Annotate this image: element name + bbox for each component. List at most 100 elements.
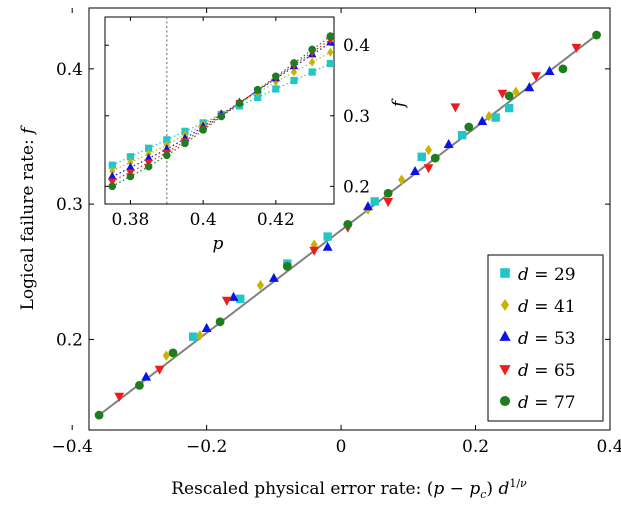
data-point <box>485 110 493 122</box>
data-point <box>135 380 144 390</box>
data-point <box>477 115 488 126</box>
inset-data-point <box>326 32 335 40</box>
data-point <box>571 43 582 53</box>
y-tick-label: 0.3 <box>56 195 83 215</box>
inset-data-point <box>144 162 153 171</box>
data-point <box>141 371 152 381</box>
data-point <box>430 153 440 163</box>
data-point <box>228 291 239 301</box>
data-point <box>221 296 232 306</box>
inset-data-point <box>309 57 316 67</box>
data-point <box>94 410 104 420</box>
data-point <box>504 103 514 113</box>
inset-data-point <box>126 172 135 181</box>
y-tick-label: 0.2 <box>56 330 83 350</box>
inset-data-point <box>144 153 153 162</box>
data-point <box>162 350 170 361</box>
data-point <box>424 144 433 156</box>
legend-label: d = 29 <box>518 265 576 285</box>
x-axis-label: Rescaled physical error rate: (p − pc) d… <box>171 477 527 501</box>
data-point <box>323 232 332 241</box>
x-tick-label: 0 <box>336 437 347 457</box>
inset-data-point <box>199 126 207 134</box>
inset-y-label: f <box>389 98 409 109</box>
data-point <box>282 261 292 271</box>
legend-marker <box>500 299 510 311</box>
legend-marker <box>499 330 511 341</box>
data-point <box>531 72 541 82</box>
inset-data-point <box>126 153 135 161</box>
legend-label: d = 41 <box>518 297 576 317</box>
inset-data-point <box>290 59 298 67</box>
legend-marker <box>499 395 511 407</box>
data-point <box>196 330 204 341</box>
data-point <box>524 82 535 92</box>
data-point <box>443 138 454 149</box>
data-point <box>457 130 467 140</box>
data-point <box>383 198 394 208</box>
data-point <box>370 197 379 206</box>
data-point <box>558 64 568 74</box>
legend-label: d = 65 <box>518 361 576 381</box>
inset-data-point <box>326 59 334 68</box>
inset-x-tick-label: 0.42 <box>257 210 295 230</box>
data-point <box>322 241 333 251</box>
inset-data-point <box>272 85 280 93</box>
data-point <box>398 174 406 186</box>
inset-data-point <box>235 99 244 107</box>
inset-data-point <box>217 112 226 121</box>
inset-data-point <box>253 85 262 94</box>
data-point <box>236 294 245 304</box>
inset-y-tick-label: 0.3 <box>343 107 370 127</box>
inset-data-point <box>163 151 171 160</box>
x-tick-label: −0.4 <box>52 437 93 457</box>
data-point <box>343 220 353 229</box>
data-point <box>309 246 320 256</box>
x-tick-label: −0.2 <box>186 437 227 457</box>
x-tick-label: 0.4 <box>596 437 621 457</box>
data-point <box>154 365 165 375</box>
inset-frame <box>104 16 335 205</box>
inset-data-point <box>290 76 298 85</box>
data-point <box>504 91 514 101</box>
data-point <box>189 332 198 341</box>
x-tick-label: 0.2 <box>462 437 489 457</box>
data-point <box>383 188 393 198</box>
inset-data-point <box>181 139 189 148</box>
data-point <box>464 122 474 132</box>
inset-data-point <box>290 67 298 77</box>
data-point <box>410 165 420 176</box>
main-points <box>94 30 601 420</box>
legend: d = 29 d = 41 d = 53 d = 65 d = 77 <box>487 254 604 422</box>
inset-data-point <box>254 93 262 102</box>
data-point <box>544 65 555 75</box>
data-point <box>491 113 500 122</box>
data-point <box>363 201 373 211</box>
inset-points <box>108 32 335 191</box>
data-point <box>168 348 178 358</box>
data-point <box>256 280 264 291</box>
main-ticks: −0.4 −0.2 0 0.2 0.4 0.2 0.3 0.4 <box>52 8 621 457</box>
data-point <box>215 317 225 327</box>
data-point <box>417 152 426 161</box>
data-point <box>423 164 434 174</box>
inset-data-point <box>327 47 334 57</box>
inset-data-point <box>163 136 171 144</box>
legend-label: d = 53 <box>518 329 576 349</box>
inset-x-tick-label: 0.4 <box>190 210 217 230</box>
inset-data-point <box>308 45 316 54</box>
inset-x-tick-label: 0.38 <box>112 210 150 230</box>
inset-data-point <box>108 182 117 191</box>
data-point <box>114 392 125 402</box>
data-point <box>592 30 601 40</box>
data-point <box>497 89 508 99</box>
y-tick-label: 0.4 <box>56 60 83 80</box>
inset-ticks: 0.38 0.4 0.42 0.2 0.3 0.4 <box>105 17 370 230</box>
inset-data-point <box>308 68 316 76</box>
inset-data-point <box>272 72 280 81</box>
data-point <box>268 272 279 282</box>
inset-y-tick-label: 0.4 <box>343 36 370 56</box>
inset-data-point <box>108 178 117 187</box>
inset-data-point <box>108 161 116 169</box>
